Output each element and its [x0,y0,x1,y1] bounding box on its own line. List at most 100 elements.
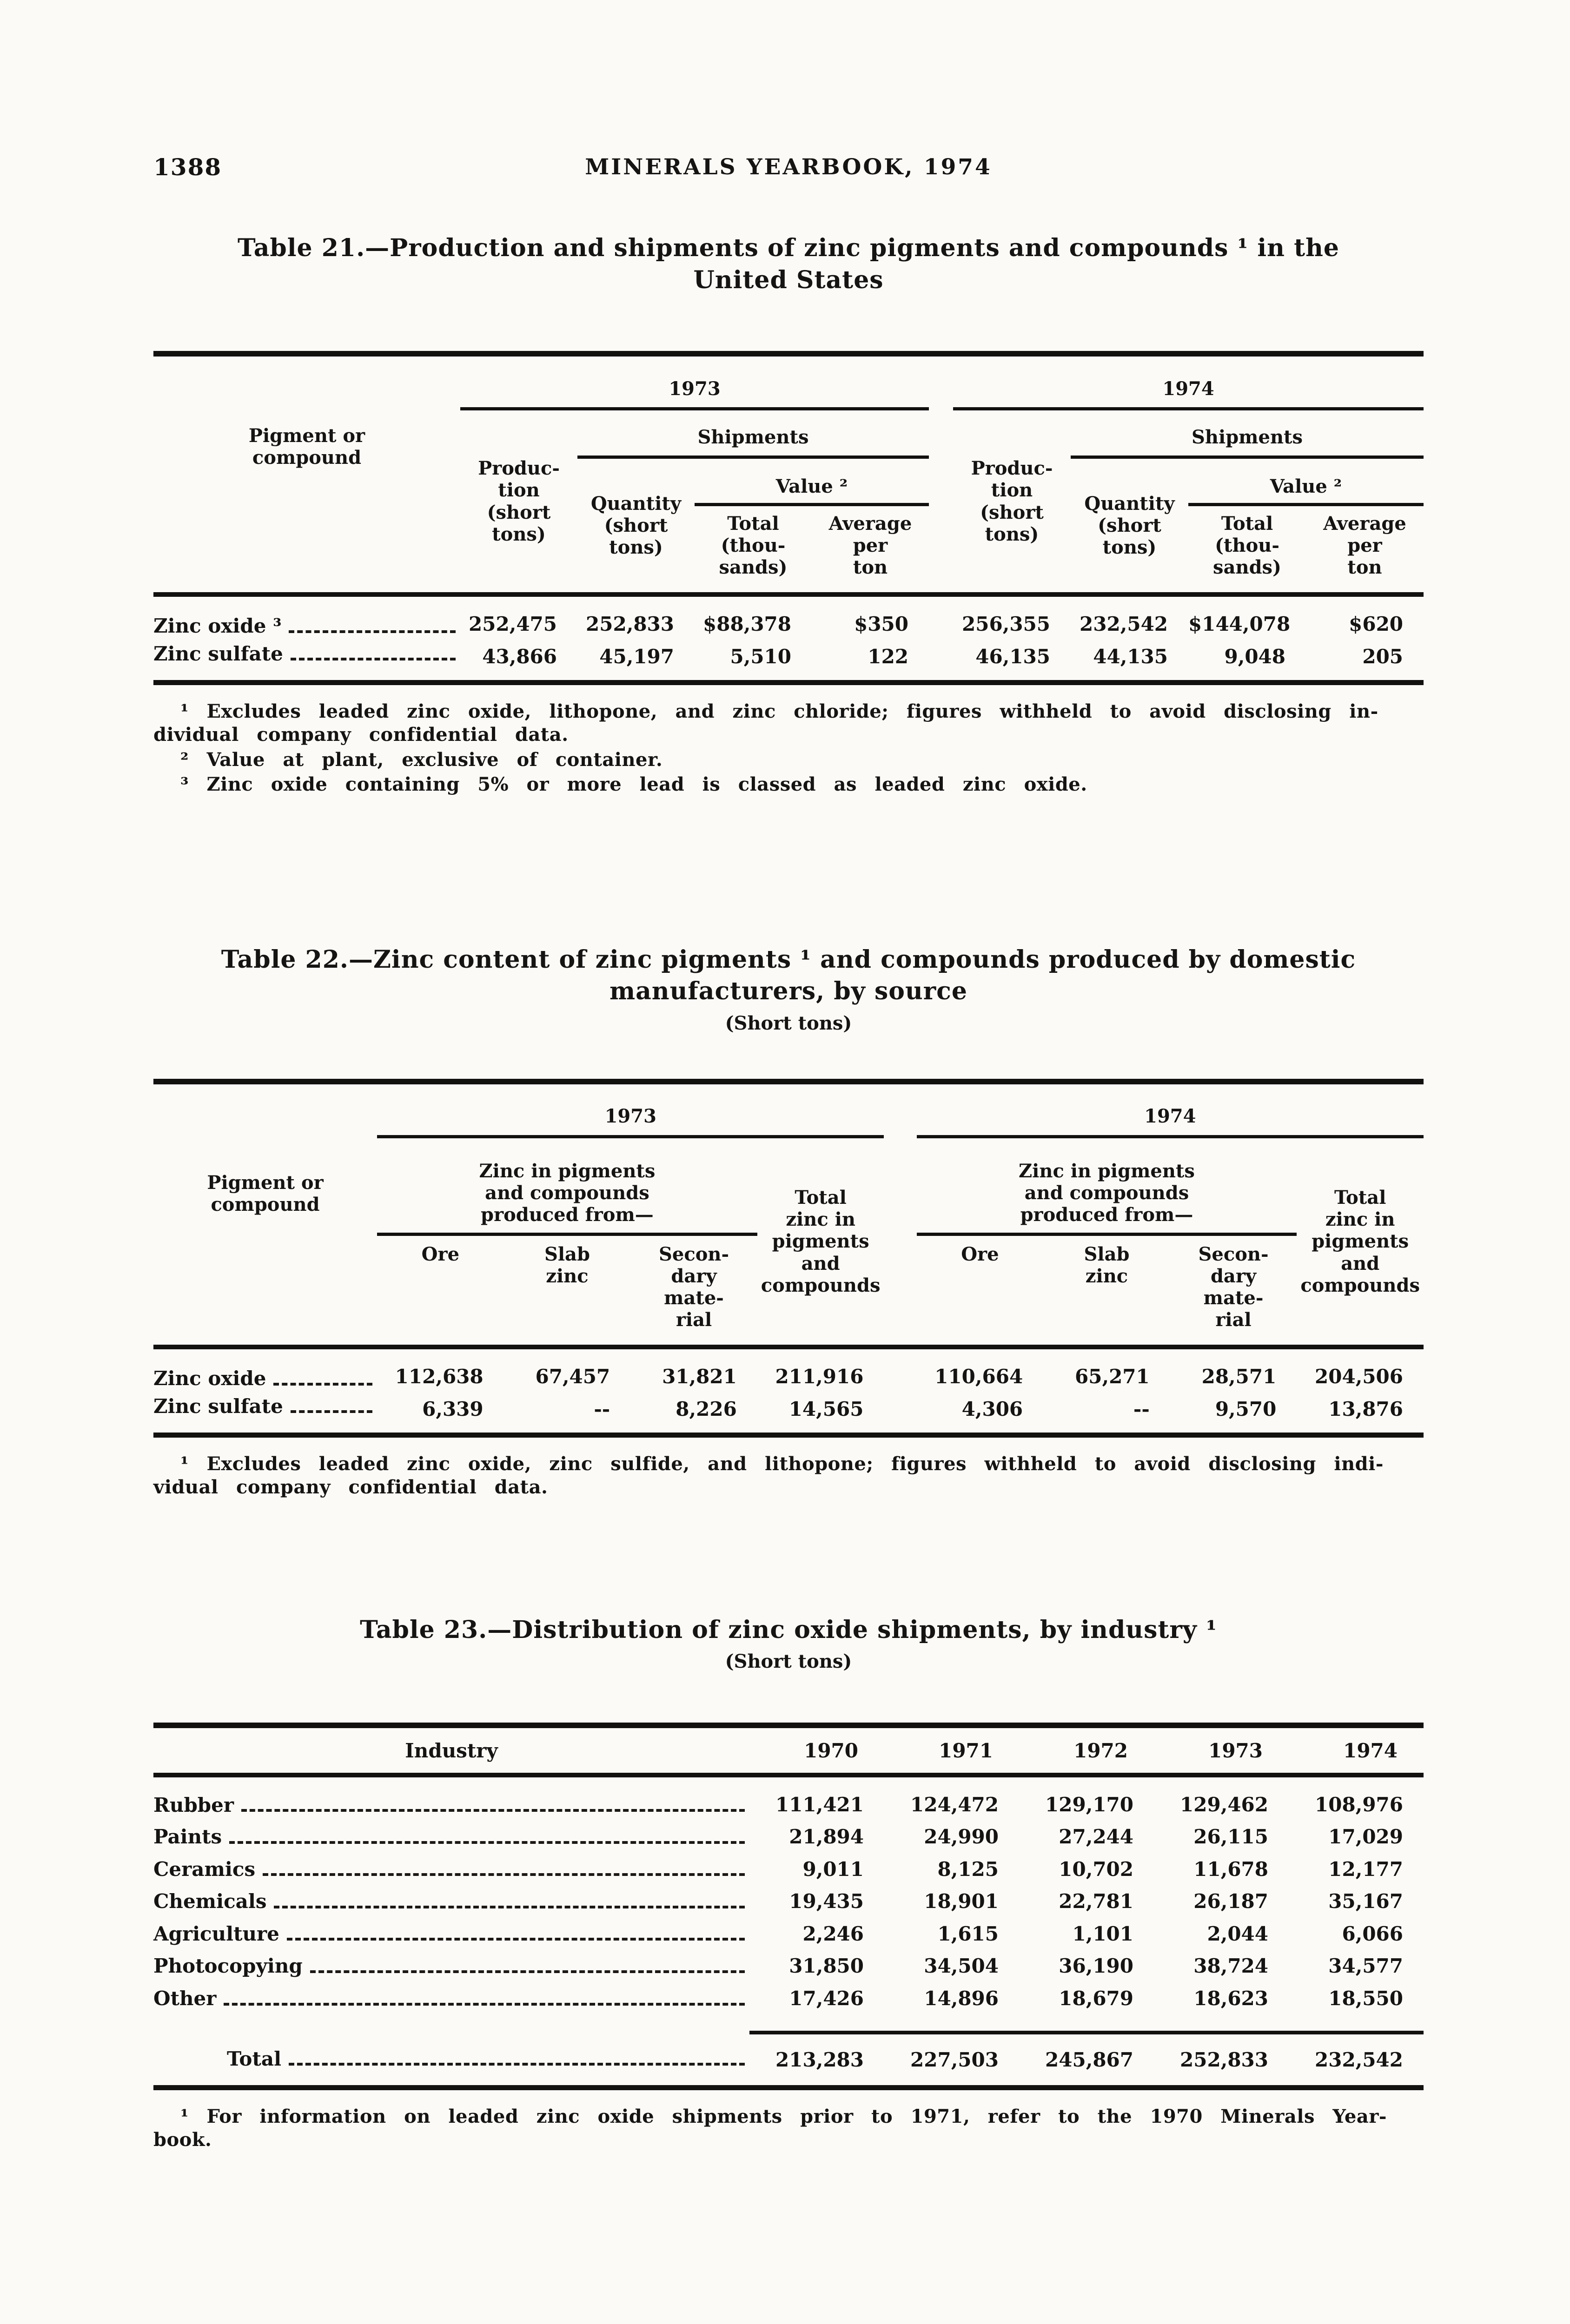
cell: 9,011 [802,1857,864,1881]
t23-row-label: Agriculture [153,1917,749,1949]
t21-header-quantity-1973: Quantity (short tons) [590,492,682,559]
cell: -- [1133,1397,1150,1420]
gap-cell [884,1392,916,1435]
t21-header-average-1974: Average per ton [1323,512,1406,579]
leader-dashes [241,1798,745,1812]
row-label-text: Ceramics [153,1857,256,1881]
table-row: Zinc sulfate 6,339 -- 8,226 14,565 4,306… [153,1392,1424,1435]
row-label-text: Zinc sulfate [153,1394,283,1418]
t22-column-gap [884,1082,916,1347]
cell: $620 [1349,613,1404,636]
table23-footnotes: ¹ For information on leaded zinc oxide s… [153,2105,1424,2151]
footnote: ² Value at plant, exclusive of container… [180,748,663,771]
cell: 6,066 [1342,1922,1403,1945]
t21-header-shipments-1974: Shipments [1071,409,1424,459]
cell: 129,170 [1045,1793,1133,1816]
t22-header-ore-1974: Ore [961,1243,999,1265]
cell: 13,876 [1328,1397,1403,1420]
running-title: MINERALS YEARBOOK, 1974 [585,154,992,180]
cell: 27,244 [1059,1825,1133,1849]
t23-header-1970: 1970 [804,1739,858,1763]
page-header: 1388 MINERALS YEARBOOK, 1974 [153,153,1424,186]
t22-header-secondary-1973: Secon- dary mate- rial [659,1243,729,1331]
row-label-text: Zinc oxide [153,1367,266,1390]
row-label-text: Total [227,2047,282,2070]
table23: Industry 1970 1971 1972 1973 1974 Rubber… [153,1723,1424,2091]
t21-header-value-1974: Value ² [1188,457,1424,506]
cell: 1,615 [937,1922,999,1945]
leader-dashes [274,1895,745,1908]
table22: Pigment or compound 1973 1974 Zinc in pi… [153,1079,1424,1438]
t23-total-label: Total [153,2033,749,2088]
cell: 108,976 [1315,1793,1403,1816]
leader-dashes [310,1959,745,1974]
t22-header-produced-from-1973: Zinc in pigments and compounds produced … [377,1136,757,1236]
page-number: 1388 [153,153,222,181]
cell: 111,421 [775,1793,864,1816]
t22-row-label: Zinc oxide [153,1347,377,1392]
cell: 9,570 [1215,1397,1277,1420]
spacer [153,2014,1424,2033]
t22-header-total-1973: Total zinc in pigments and compounds [761,1186,881,1296]
cell: 12,177 [1328,1857,1403,1881]
cell: 65,271 [1075,1365,1150,1388]
row-label-text: Zinc sulfate [153,642,283,665]
table-row: Zinc oxide ³ 252,475 252,833 $88,378 $35… [153,594,1424,640]
cell: 67,457 [535,1365,610,1388]
cell: $88,378 [703,613,791,636]
t23-row-label: Ceramics [153,1852,749,1885]
cell: 17,426 [789,1987,864,2010]
cell: 232,542 [1289,2030,1424,2088]
t21-header-year-1974: 1974 [953,354,1424,410]
table-row: Zinc oxide 112,638 67,457 31,821 211,916… [153,1347,1424,1392]
cell: 6,339 [422,1397,484,1420]
cell: $144,078 [1188,613,1291,636]
gap-cell [929,640,953,683]
cell: 43,866 [482,645,557,668]
cell: 252,475 [469,613,557,636]
table22-header: Pigment or compound 1973 1974 Zinc in pi… [153,1082,1424,1347]
cell: 45,197 [599,645,674,668]
row-label-text: Chemicals [153,1890,267,1913]
table22-footnotes: ¹ Excludes leaded zinc oxide, zinc sulfi… [153,1452,1424,1499]
cell: 24,990 [924,1825,999,1849]
t23-header-1973: 1973 [1208,1739,1263,1763]
table-row: Agriculture 2,246 1,615 1,101 2,044 6,06… [153,1917,1424,1949]
footnote: ¹ For information on leaded zinc oxide s… [153,2106,1387,2151]
cell: 46,135 [975,645,1051,668]
t23-row-label: Rubber [153,1775,749,1820]
cell: 122 [868,645,909,668]
t23-row-label: Chemicals [153,1884,749,1917]
t21-header-total-1974: Total (thou- sands) [1213,512,1281,579]
table22-subtitle: (Short tons) [725,1012,852,1035]
table23-subtitle: (Short tons) [725,1651,852,1673]
footnote: ¹ Excludes leaded zinc oxide, lithopone,… [153,700,1378,746]
leader-dashes [273,1372,373,1386]
table21-footnotes: ¹ Excludes leaded zinc oxide, lithopone,… [153,700,1424,796]
t21-row-label: Zinc sulfate [153,640,460,683]
cell: 17,029 [1328,1825,1403,1849]
cell: 26,115 [1193,1825,1268,1849]
cell: 21,894 [789,1825,864,1849]
row-label-text: Rubber [153,1793,234,1816]
leader-dashes [229,1830,745,1844]
t21-header-shipments-1973: Shipments [577,409,929,459]
t21-header-total-1973: Total (thou- sands) [719,512,788,579]
cell: 14,896 [924,1987,999,2010]
cell: 44,135 [1093,645,1168,668]
cell: 205 [1362,645,1404,668]
cell: 110,664 [934,1365,1023,1388]
t21-header-quantity-1974: Quantity (short tons) [1084,492,1175,559]
t21-header-value-1973: Value ² [695,457,929,506]
t23-header-industry: Industry [405,1739,498,1763]
row-label-text: Paints [153,1825,222,1849]
cell: 14,565 [788,1397,864,1420]
cell: 1,101 [1072,1922,1133,1945]
t21-header-production-1974: Produc- tion (short tons) [971,457,1053,545]
cell: 11,678 [1193,1857,1268,1881]
cell: 112,638 [395,1365,484,1388]
t23-row-label: Other [153,1981,749,2014]
table23-header: Industry 1970 1971 1972 1973 1974 [153,1725,1424,1775]
cell: 36,190 [1059,1954,1133,1978]
